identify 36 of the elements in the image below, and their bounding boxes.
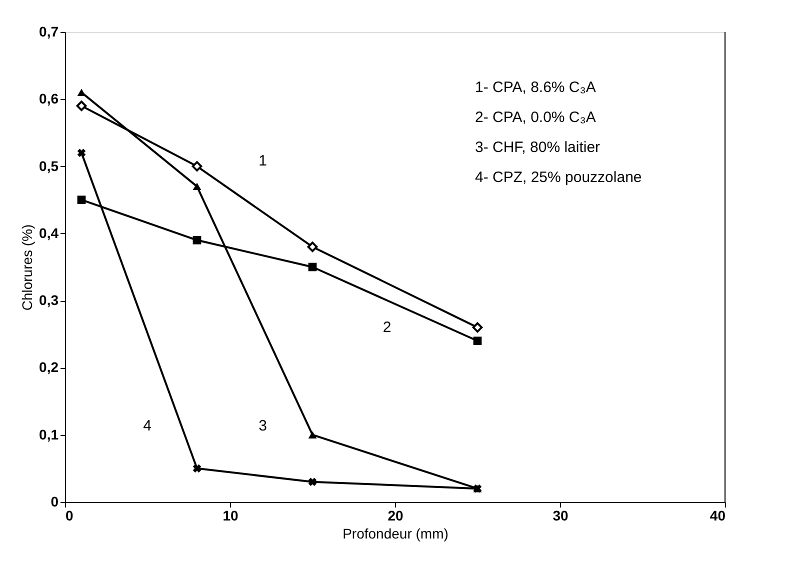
point [77, 196, 86, 204]
annotation: 3- CHF, 80% laitier [475, 139, 600, 156]
annotation: 4- CPZ, 25% pouzzolane [475, 169, 642, 186]
text: 3 [258, 418, 267, 435]
point [308, 262, 317, 272]
point [473, 336, 482, 346]
point [308, 431, 317, 438]
y-axis-title: Chlorures (%) [19, 224, 36, 311]
x-tick-label: 40 [710, 508, 726, 524]
point [192, 464, 202, 473]
point [77, 148, 86, 157]
x-tick-label: 10 [222, 508, 238, 524]
y-tick-label: 0 [50, 494, 59, 510]
point [76, 100, 87, 112]
x-tick-label: 20 [388, 508, 404, 524]
annotation: 1- CPA, 8.6% C₃A [475, 79, 596, 96]
y-tick-label: 0,7 [39, 24, 59, 40]
x-axis-title: Profondeur (mm) [342, 526, 448, 542]
point [308, 478, 317, 486]
y-tick-label: 0,3 [39, 292, 59, 308]
point [192, 236, 202, 244]
point [472, 322, 483, 333]
series-label: 2 [382, 318, 392, 336]
x-tick-label: 30 [552, 508, 568, 524]
y-tick-label: 0,4 [39, 224, 59, 241]
point [307, 242, 318, 252]
point [192, 182, 202, 190]
y-tick-label: 0,2 [39, 359, 59, 376]
y-tick-label: 0,1 [39, 426, 59, 442]
text: 1 [258, 152, 267, 170]
point [192, 161, 202, 172]
x-tick-label: 0 [66, 508, 74, 524]
y-tick-label: 0,6 [39, 90, 59, 107]
series-label: 4 [143, 418, 152, 435]
y-tick-label: 0,5 [39, 158, 59, 174]
annotation: 2- CPA, 0.0% C₃A [475, 109, 596, 126]
